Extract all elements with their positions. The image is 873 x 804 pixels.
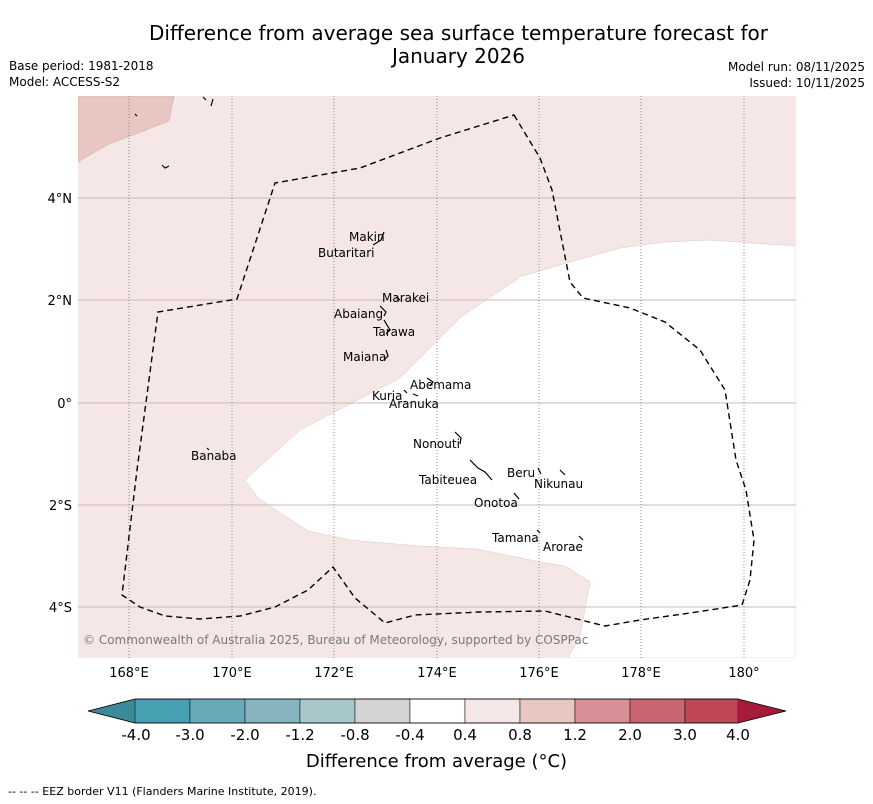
island-label: Tamana: [491, 531, 539, 545]
island-label: Maiana: [343, 350, 386, 364]
issued-date: Issued: 10/11/2025: [749, 76, 865, 90]
coast-fragment-shape: [134, 113, 138, 117]
island-nikunau-shape: [559, 469, 566, 476]
lat-tick-label: 2°N: [48, 294, 73, 309]
island-tarawa-shape: [383, 319, 391, 335]
meta-right: Model run: 08/11/2025 Issued: 10/11/2025: [728, 59, 865, 91]
colorbar-tick-label: 0.4: [453, 726, 477, 744]
island-aranuka-shape: [412, 393, 419, 397]
colorbar-segment: [354, 698, 411, 724]
island-label: Makin: [349, 230, 385, 244]
lat-tick-label: 2°S: [49, 499, 72, 514]
meta-left: Base period: 1981-2018 Model: ACCESS-S2: [9, 58, 154, 90]
lon-tick-label: 180°: [728, 666, 759, 681]
colorbar-min-arrow: [88, 699, 135, 723]
colorbar-max-arrow: [738, 699, 786, 723]
island-label: Banaba: [191, 449, 237, 463]
island-label: Onotoa: [474, 496, 518, 510]
colorbar-segment: [629, 698, 686, 724]
lat-tick-label: 4°N: [48, 192, 73, 207]
colorbar-segment: [464, 698, 521, 724]
colorbar-segment: [189, 698, 246, 724]
coast-fragment-shape: [202, 96, 207, 101]
colorbar-tick-label: -3.0: [175, 726, 204, 744]
title-line-2: January 2026: [391, 44, 526, 68]
island-maiana-shape: [383, 349, 389, 361]
island-tamana-shape: [536, 529, 541, 534]
island-labels: Makin Butaritari Marakei Abaiang Tarawa …: [191, 230, 583, 554]
lat-tick-label: 4°S: [49, 601, 72, 616]
colorbar-tick-label: -2.0: [230, 726, 259, 744]
island-kuria-shape: [403, 389, 408, 394]
island-label: Tabiteuea: [418, 473, 477, 487]
island-label: Abemama: [410, 378, 471, 392]
lon-tick-label: 168°E: [109, 666, 149, 681]
colorbar-tick-label: -4.0: [121, 726, 150, 744]
colorbar-tick-label: -1.2: [285, 726, 314, 744]
colorbar-segment: [574, 698, 631, 724]
colorbar-outline: [87, 698, 787, 724]
colorbar: -4.0 -3.0 -2.0 -1.2 -0.8 -0.4 0.4 0.8 1.…: [87, 698, 787, 744]
colorbar-segment: [684, 698, 739, 724]
coast-fragment-shape: [161, 164, 170, 169]
island-label: Tarawa: [372, 325, 415, 339]
lon-tick-label: 178°E: [621, 666, 661, 681]
colorbar-title: Difference from average (°C): [305, 751, 568, 772]
colorbar-tick-label: 1.2: [563, 726, 587, 744]
colorbar-segment: [244, 698, 301, 724]
title-line-1: Difference from average sea surface temp…: [148, 21, 768, 45]
lat-tick-label: 0°: [57, 397, 72, 412]
colorbar-tick-label: -0.8: [340, 726, 369, 744]
colorbar-tick-label: 2.0: [618, 726, 642, 744]
model-name: Model: ACCESS-S2: [9, 75, 121, 89]
longitude-tick-labels: 168°E 170°E 172°E 174°E 176°E 178°E 180°: [109, 666, 759, 681]
latitude-tick-labels: 4°N 2°N 0° 2°S 4°S: [48, 192, 73, 616]
colorbar-tick-label: 4.0: [726, 726, 750, 744]
lon-tick-label: 172°E: [314, 666, 354, 681]
island-label: Abaiang: [334, 307, 383, 321]
island-label: Arorae: [543, 540, 583, 554]
longitude-gridlines: [128, 96, 745, 658]
island-nonouti-shape: [454, 431, 462, 445]
colorbar-segment: [299, 698, 356, 724]
island-label: Nonouti: [413, 437, 460, 451]
island-marakei-shape: [395, 296, 401, 301]
island-makin-butaritari-shape: [372, 231, 385, 246]
lon-tick-label: 174°E: [417, 666, 457, 681]
lon-tick-label: 176°E: [519, 666, 559, 681]
coast-fragment-shape: [210, 98, 214, 107]
island-label: Kuria: [372, 389, 403, 403]
warm-anomaly-region: [78, 96, 175, 163]
colorbar-tick-label: 0.8: [508, 726, 532, 744]
island-banaba-shape: [206, 447, 210, 451]
eez-border: [121, 114, 755, 627]
island-label: Marakei: [382, 291, 429, 305]
island-onotoa-shape: [513, 492, 520, 500]
colorbar-tick-label: 3.0: [673, 726, 697, 744]
island-label: Butaritari: [318, 246, 375, 260]
colorbar-segment: [519, 698, 576, 724]
copyright-notice: © Commonwealth of Australia 2025, Bureau…: [83, 633, 588, 647]
island-tabiteuea-shape: [469, 459, 493, 481]
colorbar-segment: [134, 698, 191, 724]
chart-title: Difference from average sea surface temp…: [100, 22, 817, 68]
colorbar-segment: [409, 698, 466, 724]
island-arorae-shape: [578, 535, 584, 541]
island-beru-shape: [537, 467, 542, 475]
island-label: Aranuka: [389, 397, 439, 411]
base-period: Base period: 1981-2018: [9, 59, 154, 73]
colorbar-tick-label: -0.4: [395, 726, 424, 744]
island-shapes: [134, 96, 584, 541]
eez-footnote: -- -- -- EEZ border V11 (Flanders Marine…: [8, 785, 317, 798]
model-run: Model run: 08/11/2025: [727, 60, 865, 74]
lon-tick-label: 170°E: [212, 666, 252, 681]
island-label: Nikunau: [534, 477, 583, 491]
near-average-region: [244, 239, 796, 658]
island-abemama-shape: [426, 377, 434, 387]
island-abaiang-shape: [379, 305, 387, 317]
island-label: Beru: [507, 466, 535, 480]
